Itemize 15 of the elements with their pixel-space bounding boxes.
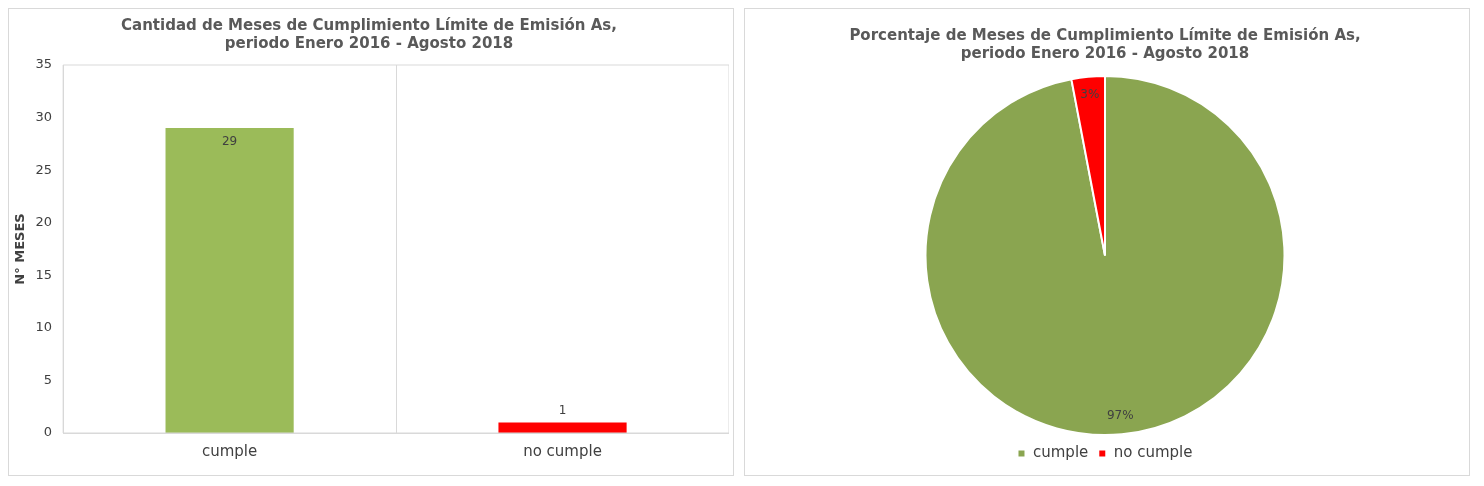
y-axis-title: N° MESES	[12, 213, 28, 285]
y-tick-label: 30	[35, 108, 53, 124]
y-tick-label: 20	[35, 214, 53, 230]
y-tick-label: 10	[35, 319, 53, 335]
data-label: 1	[558, 402, 567, 417]
data-label: 29	[221, 134, 238, 149]
data-label: 3%	[1080, 86, 1100, 101]
y-tick-label: 25	[35, 161, 53, 177]
chart-title: Cantidad de Meses de Cumplimiento Límite de Emisión As, periodo Enero 2016 - Agosto 2018	[121, 15, 617, 52]
y-tick-label: 0	[43, 424, 53, 440]
y-tick-label: 35	[35, 56, 53, 72]
data-label: 97%	[1106, 408, 1134, 423]
y-tick-label: 5	[43, 371, 53, 387]
y-tick-label: 15	[35, 266, 53, 282]
chart-title: Porcentaje de Meses de Cumplimiento Límite de Emisión As, periodo Enero 2016 - Agosto 2018	[849, 25, 1361, 62]
